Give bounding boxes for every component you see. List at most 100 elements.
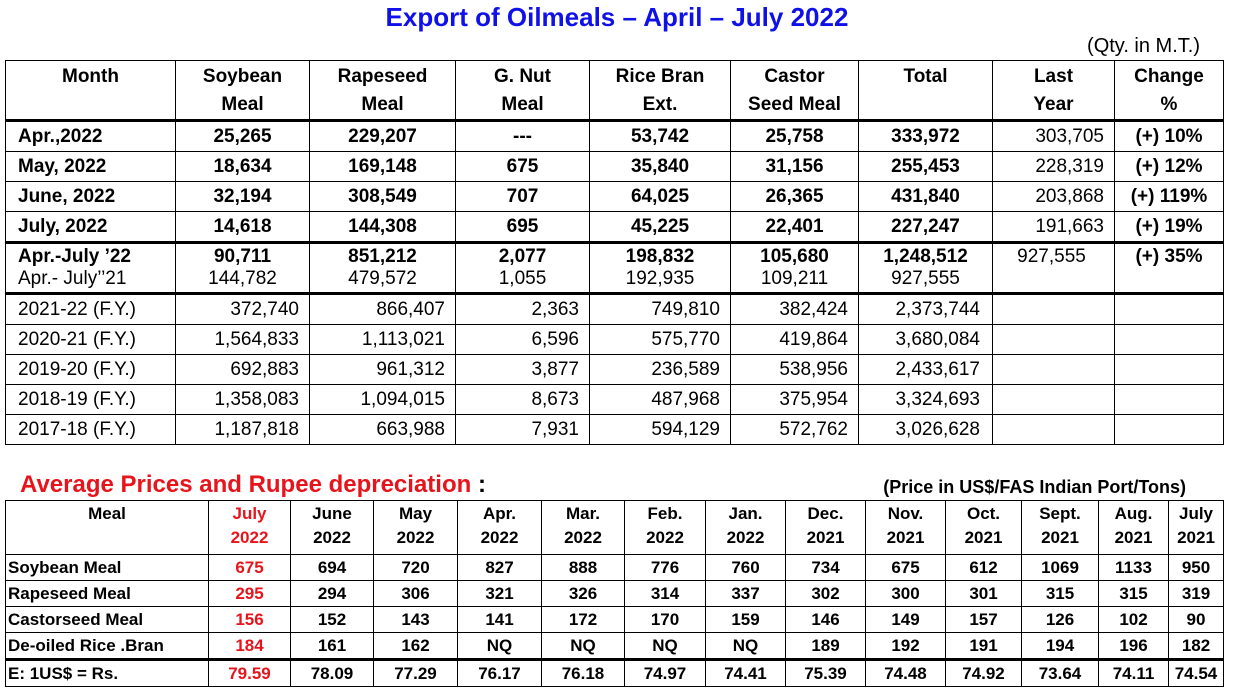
table-cell: 105,680 109,211 xyxy=(730,241,859,294)
change-cell: (+) 35% xyxy=(1114,241,1224,294)
column-header: Nov. 2021 xyxy=(865,500,946,555)
table-cell: (+) 19% xyxy=(1114,211,1224,243)
header-line: Month xyxy=(62,66,119,87)
column-header: Apr. 2022 xyxy=(457,500,542,555)
prices-heading-text: Average Prices and Rupee depreciation xyxy=(20,471,472,498)
current-value: 105,680 xyxy=(760,246,829,267)
header-line: 2021 xyxy=(1177,528,1215,547)
price-cell: 306 xyxy=(373,580,458,607)
table-cell: 53,742 xyxy=(589,119,731,152)
column-header: Dec. 2021 xyxy=(785,500,866,555)
table-cell: 866,407 xyxy=(309,292,456,325)
price-cell: 720 xyxy=(373,554,458,581)
price-cell: 1133 xyxy=(1098,554,1169,581)
table-cell: 26,365 xyxy=(730,181,859,212)
previous-value: 192,935 xyxy=(625,268,695,289)
column-header: Oct. 2021 xyxy=(945,500,1022,555)
price-cell: 827 xyxy=(457,554,542,581)
table-cell: 18,634 xyxy=(175,151,310,182)
header-line: Meal xyxy=(361,94,404,115)
table-cell: 236,589 xyxy=(589,354,731,385)
header-line: June xyxy=(312,504,352,523)
header-line: Rapeseed xyxy=(337,66,428,87)
price-cell: 102 xyxy=(1098,606,1169,633)
row-label: 2021-22 (F.Y.) xyxy=(5,292,176,325)
rate-cell: 74.97 xyxy=(624,658,706,687)
table-cell: 707 xyxy=(455,181,590,212)
empty-cell xyxy=(1114,384,1224,415)
empty-cell xyxy=(992,292,1115,325)
column-header: Month xyxy=(5,60,176,121)
rate-cell: 76.18 xyxy=(541,658,625,687)
table-cell: 487,968 xyxy=(589,384,731,415)
header-line: 2022 xyxy=(646,528,684,547)
table-cell: 45,225 xyxy=(589,211,731,243)
header-line: Year xyxy=(1033,94,1074,115)
row-label: June, 2022 xyxy=(5,181,176,212)
price-cell: 182 xyxy=(1168,632,1224,660)
rate-cell: 76.17 xyxy=(457,658,542,687)
price-cell: NQ xyxy=(705,632,786,660)
header-line xyxy=(6,526,208,550)
empty-cell xyxy=(1114,292,1224,325)
cumulative-row: Apr.-July ’22 Apr.- July’’21 90,711 144,782… xyxy=(5,241,1224,294)
table-cell: 2,077 1,055 xyxy=(455,241,590,294)
price-cell: 302 xyxy=(785,580,866,607)
previous-value: 1,055 xyxy=(498,268,547,289)
header-line: Aug. xyxy=(1114,504,1153,523)
header-line: Meal xyxy=(221,94,264,115)
table-cell: 575,770 xyxy=(589,324,731,355)
table-cell: 64,025 xyxy=(589,181,731,212)
header-line: 2021 xyxy=(806,528,845,547)
header-line xyxy=(865,91,986,119)
table-cell: 2,433,617 xyxy=(858,354,993,385)
table-cell: 538,956 xyxy=(730,354,859,385)
previous-value: 479,572 xyxy=(348,268,417,289)
column-header: Sept. 2021 xyxy=(1021,500,1099,555)
table-row: 2017-18 (F.Y.) 1,187,818 663,988 7,931 594,1… xyxy=(5,414,1224,445)
price-cell: 734 xyxy=(785,554,866,581)
header-line: Sept. xyxy=(1039,504,1081,523)
price-row: Soybean Meal 675 694 720 827 888 776 760 734 675 6… xyxy=(5,554,1224,581)
price-cell: 170 xyxy=(624,606,706,633)
price-cell: 149 xyxy=(865,606,946,633)
table-row: 2019-20 (F.Y.) 692,883 961,312 3,877 236,589… xyxy=(5,354,1224,385)
header-line: July xyxy=(232,504,267,523)
table-cell: 1,564,833 xyxy=(175,324,310,355)
empty-cell xyxy=(992,324,1115,355)
table-row: 2018-19 (F.Y.) 1,358,083 1,094,015 8,673 487… xyxy=(5,384,1224,415)
table-cell: 32,194 xyxy=(175,181,310,212)
price-cell: 888 xyxy=(541,554,625,581)
price-cell: 194 xyxy=(1021,632,1099,660)
header-line: 2022 xyxy=(480,528,519,547)
header-line: 2022 xyxy=(230,528,269,547)
header-line: Dec. xyxy=(807,504,844,523)
price-cell: 161 xyxy=(290,632,374,660)
price-row: Castorseed Meal 156 152 143 141 172 170 159 146 1… xyxy=(5,606,1224,633)
table-cell: 7,931 xyxy=(455,414,590,445)
header-line: Rice Bran xyxy=(615,66,705,87)
last-year-value: 927,555 xyxy=(1017,246,1086,267)
prices-heading-colon: : xyxy=(477,471,486,498)
table-cell: (+) 12% xyxy=(1114,151,1224,182)
price-cell: 156 xyxy=(208,606,291,633)
table-cell: 961,312 xyxy=(309,354,456,385)
row-label: De-oiled Rice .Bran xyxy=(5,632,209,660)
table-cell: 1,187,818 xyxy=(175,414,310,445)
rate-cell: 79.59 xyxy=(208,658,291,687)
header-line: 2021 xyxy=(964,528,1003,547)
header-line: July xyxy=(1178,504,1214,523)
row-label: July, 2022 xyxy=(5,211,176,243)
table-cell: 198,832 192,935 xyxy=(589,241,731,294)
price-cell: 950 xyxy=(1168,554,1224,581)
column-header: Castor Seed Meal xyxy=(730,60,859,121)
header-line: May xyxy=(398,504,433,523)
column-header: June 2022 xyxy=(290,500,374,555)
current-value: 851,212 xyxy=(348,246,417,267)
price-cell: 295 xyxy=(208,580,291,607)
table-cell: 1,248,512 927,555 xyxy=(858,241,993,294)
empty-cell xyxy=(1114,414,1224,445)
price-cell: 300 xyxy=(865,580,946,607)
table-row: May, 2022 18,634 169,148 675 35,840 31,156 255… xyxy=(5,151,1224,182)
price-cell: 319 xyxy=(1168,580,1224,607)
